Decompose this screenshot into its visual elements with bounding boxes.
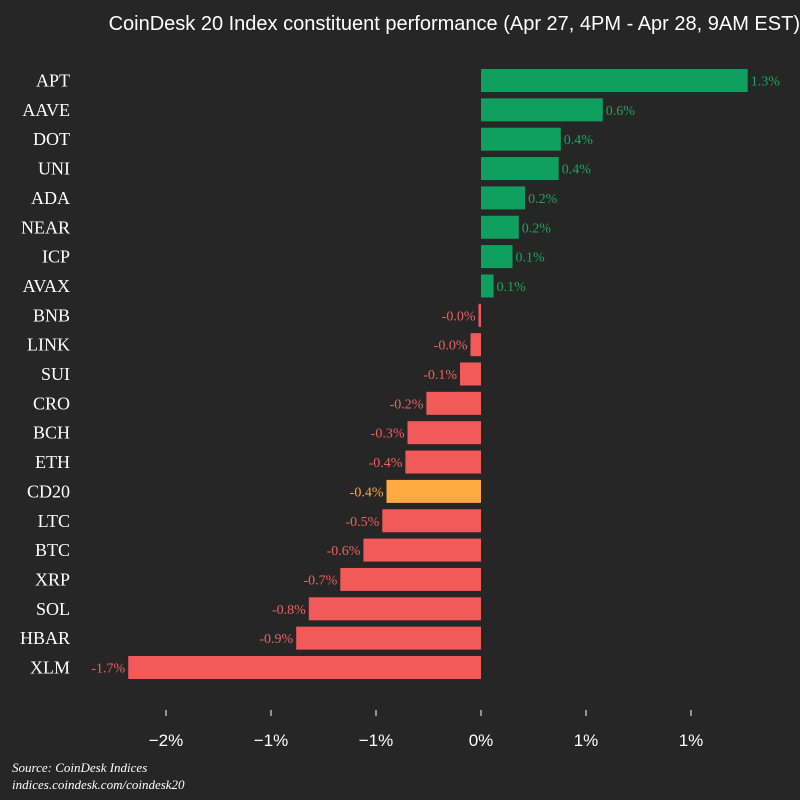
bar-xlm — [128, 656, 481, 679]
value-label-icp: 0.1% — [516, 251, 546, 266]
category-label-xrp: XRP — [35, 569, 70, 589]
bar-sol — [308, 597, 481, 621]
category-label-eth: ETH — [35, 452, 70, 472]
category-label-link: LINK — [27, 335, 70, 355]
bar-eth — [405, 450, 481, 474]
value-label-avax: 0.1% — [497, 280, 526, 295]
category-label-icp: ICP — [42, 247, 70, 267]
category-label-hbar: HBAR — [20, 628, 70, 648]
value-label-link: -0.0% — [434, 339, 468, 354]
bar-dot — [481, 127, 561, 151]
bar-apt — [481, 69, 748, 92]
x-tick-label: −1% — [359, 731, 394, 750]
bar-icp — [481, 245, 513, 269]
bar-btc — [363, 538, 481, 562]
x-tick-label: 0% — [469, 731, 494, 750]
source-line-2: indices.coindesk.com/coindesk20 — [12, 777, 185, 792]
value-label-near: 0.2% — [522, 221, 552, 236]
category-label-bnb: BNB — [33, 305, 70, 325]
value-label-xlm: -1.7% — [91, 662, 125, 677]
bar-xrp — [340, 567, 481, 591]
value-label-sui: -0.1% — [423, 368, 457, 383]
value-label-xrp: -0.7% — [303, 573, 337, 588]
value-label-dot: 0.4% — [564, 133, 594, 148]
value-label-btc: -0.6% — [327, 544, 361, 559]
bar-bch — [407, 421, 481, 445]
bar-ltc — [382, 509, 481, 533]
value-label-eth: -0.4% — [369, 456, 403, 471]
bar-link — [470, 333, 481, 357]
bar-avax — [481, 274, 494, 298]
value-label-bnb: -0.0% — [442, 309, 476, 324]
source-line-1: Source: CoinDesk Indices — [12, 760, 147, 775]
category-label-cd20: CD20 — [27, 481, 70, 501]
category-label-avax: AVAX — [23, 276, 70, 296]
category-label-cro: CRO — [33, 393, 70, 413]
bar-near — [481, 215, 519, 239]
value-label-hbar: -0.9% — [259, 632, 293, 647]
bar-sui — [460, 362, 481, 386]
x-tick-label: 1% — [679, 731, 704, 750]
bar-cro — [426, 391, 481, 415]
category-label-sol: SOL — [36, 599, 70, 619]
category-label-dot: DOT — [33, 129, 70, 149]
bars-group: APT 1.3% AAVE 0.6% DOT 0.4% UNI 0.4% ADA 0.2% NEAR… — [20, 69, 780, 679]
category-label-aave: AAVE — [22, 100, 70, 120]
category-label-ltc: LTC — [38, 511, 70, 531]
bar-uni — [481, 157, 559, 181]
value-label-cro: -0.2% — [390, 397, 424, 412]
value-label-ada: 0.2% — [528, 192, 558, 207]
x-tick-label: −2% — [149, 731, 184, 750]
bar-ada — [481, 186, 526, 210]
category-label-apt: APT — [36, 71, 70, 91]
chart-title: CoinDesk 20 Index constituent performanc… — [109, 13, 800, 35]
category-label-uni: UNI — [38, 159, 70, 179]
x-tick-label: 1% — [574, 731, 599, 750]
x-axis: −2% −1% −1% 0% 1% 1% — [149, 710, 704, 750]
value-label-aave: 0.6% — [606, 104, 636, 119]
value-label-sol: -0.8% — [272, 603, 306, 618]
value-label-apt: 1.3% — [751, 75, 781, 90]
bar-hbar — [296, 626, 481, 650]
category-label-ada: ADA — [31, 188, 70, 208]
x-tick-label: −1% — [254, 731, 289, 750]
category-label-bch: BCH — [33, 423, 70, 443]
category-label-xlm: XLM — [30, 658, 70, 678]
value-label-bch: -0.3% — [371, 427, 405, 442]
value-label-ltc: -0.5% — [345, 515, 379, 530]
category-label-near: NEAR — [21, 217, 70, 237]
category-label-sui: SUI — [41, 364, 70, 384]
bar-bnb — [478, 303, 481, 327]
bar-aave — [481, 98, 603, 122]
bar-cd20 — [386, 479, 481, 503]
value-label-cd20: -0.4% — [350, 485, 384, 500]
value-label-uni: 0.4% — [562, 163, 592, 178]
category-label-btc: BTC — [35, 540, 70, 560]
